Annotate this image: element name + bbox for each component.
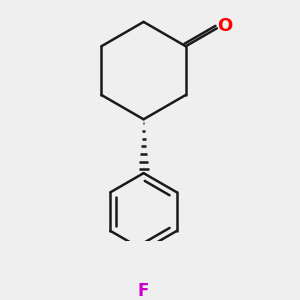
Text: O: O (217, 17, 232, 35)
Text: F: F (138, 282, 149, 300)
